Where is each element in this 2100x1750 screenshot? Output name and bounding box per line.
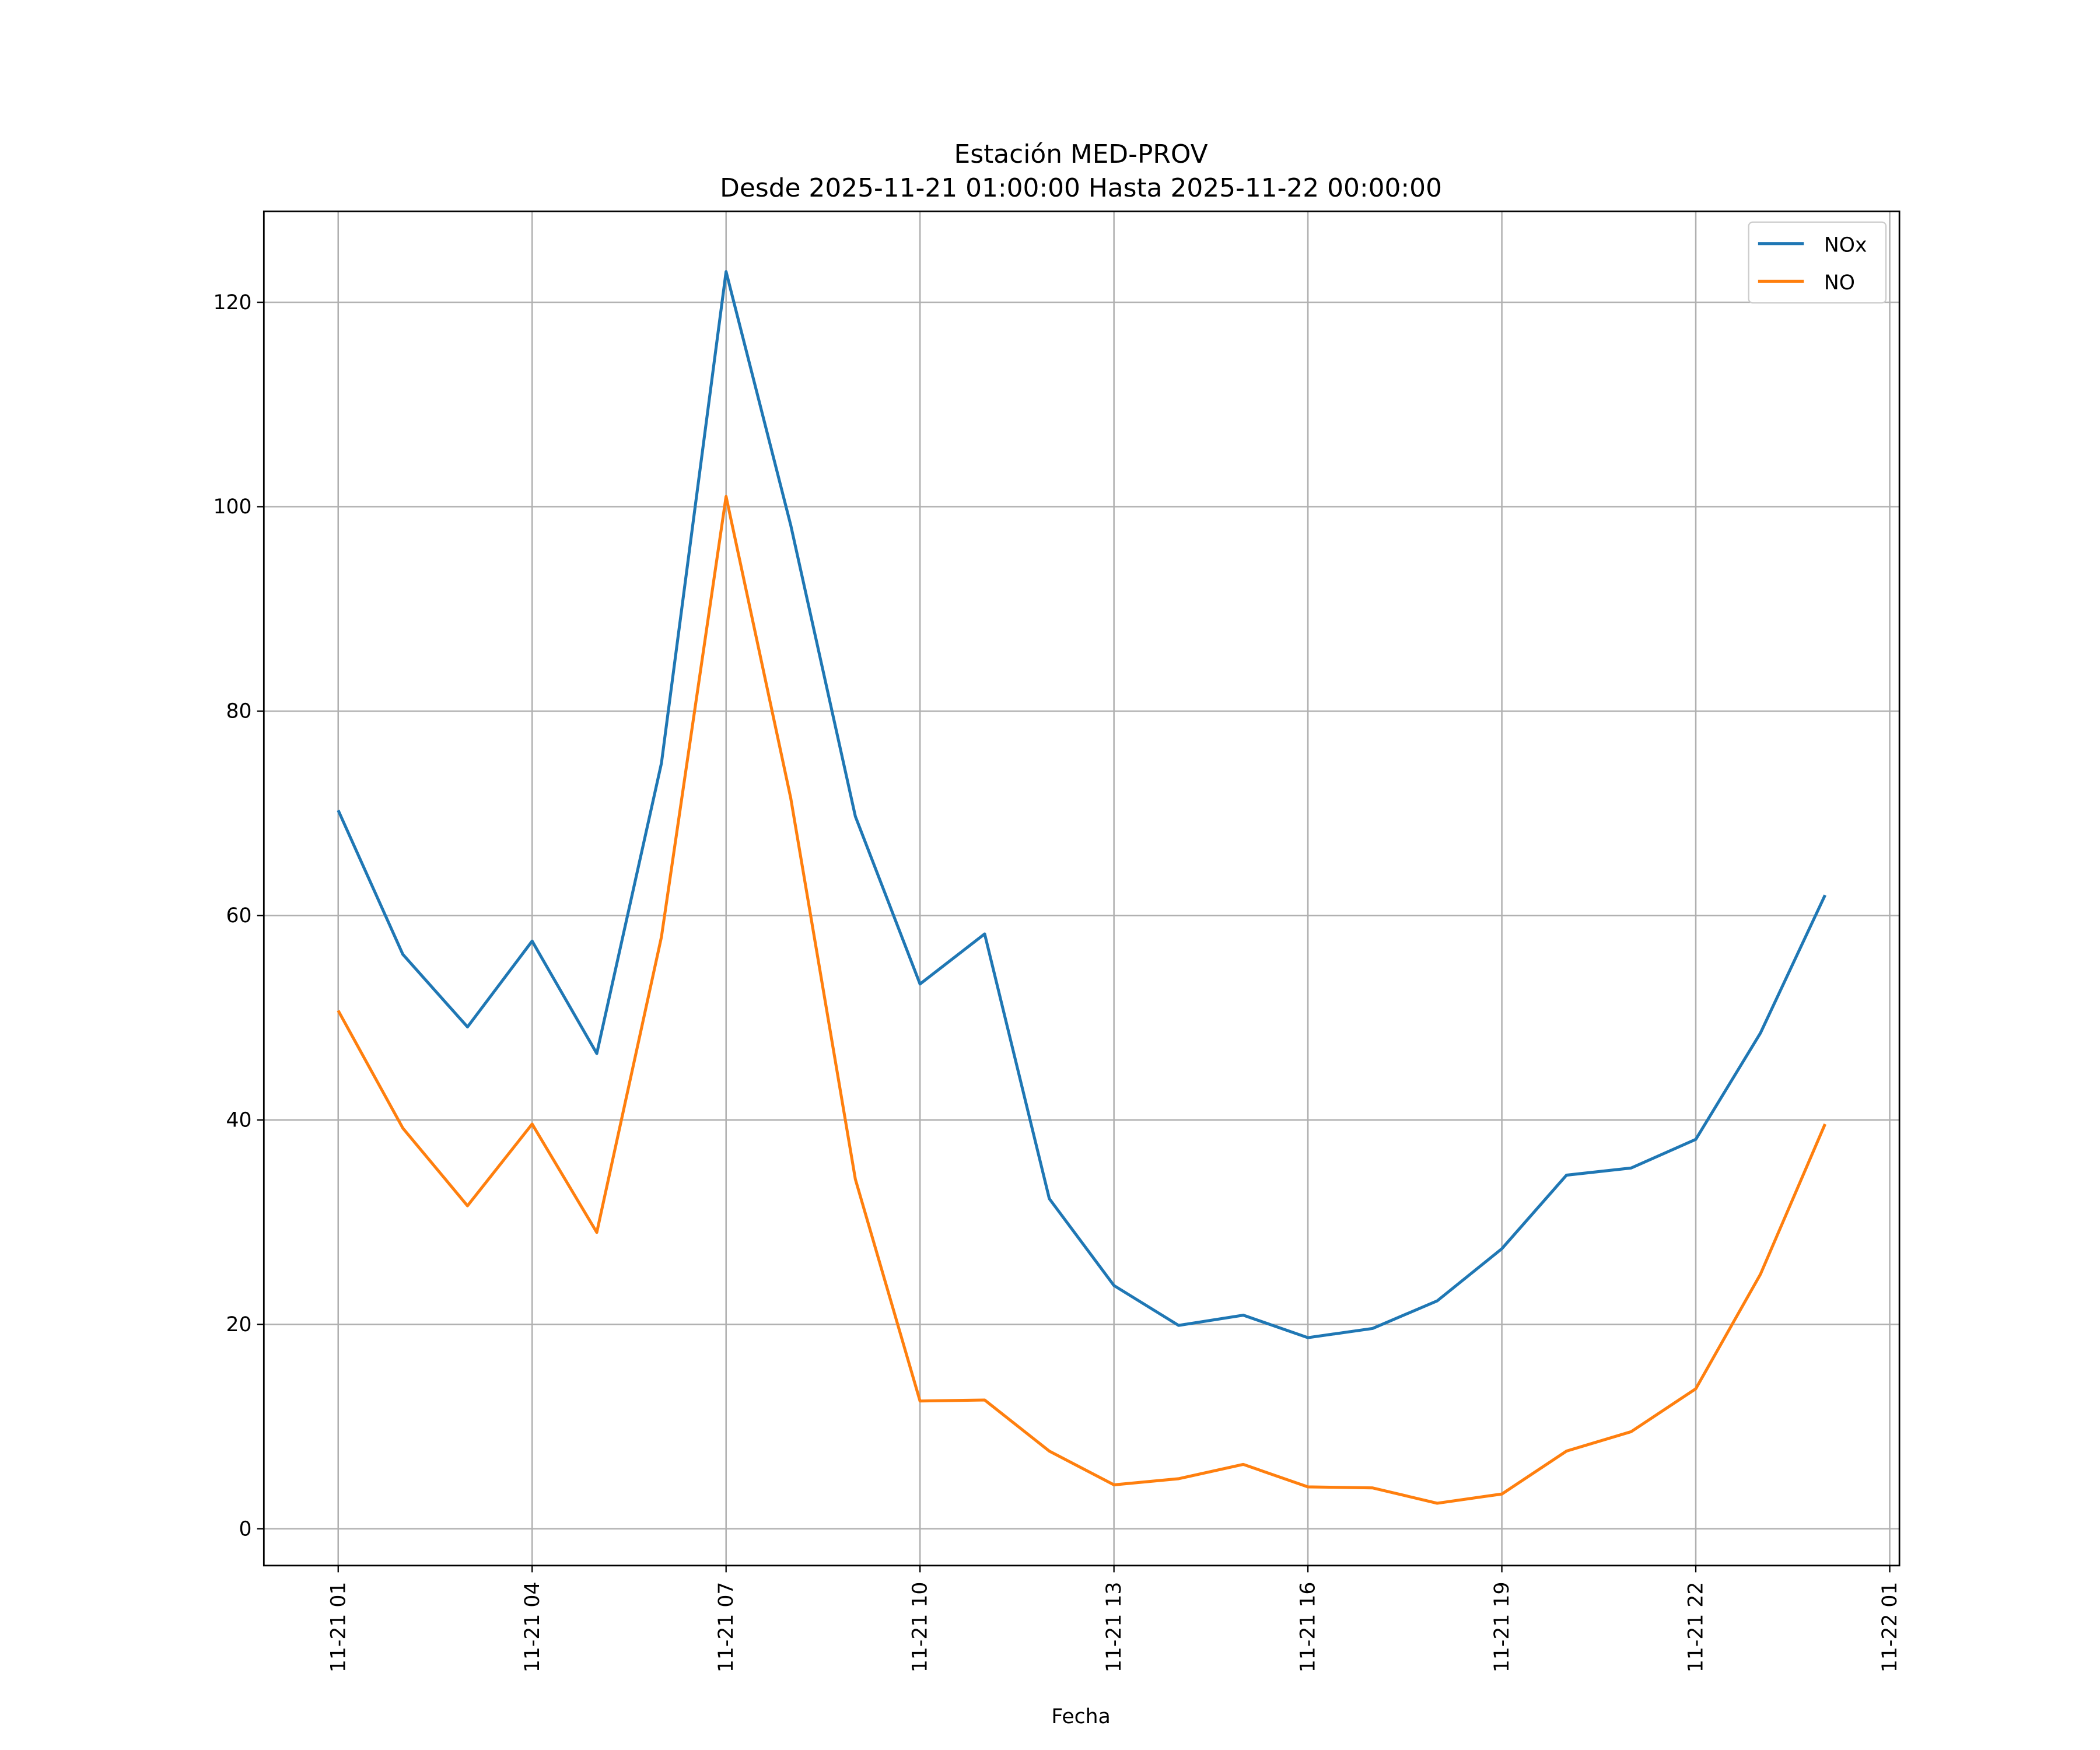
series-lines: [337, 270, 1827, 1505]
y-tick-label: 20: [226, 1313, 251, 1336]
chart-title: Estación MED-PROV: [954, 139, 1208, 169]
x-tick-label: 11-21 13: [1102, 1582, 1126, 1673]
x-axis-label: Fecha: [1051, 1705, 1110, 1728]
x-tick-label: 11-21 07: [715, 1582, 738, 1673]
x-tick-label: 11-22 01: [1878, 1582, 1902, 1673]
x-tick-label: 11-21 04: [521, 1582, 544, 1673]
x-tick-label: 11-21 19: [1490, 1582, 1514, 1673]
legend-label-no: NO: [1824, 271, 1855, 295]
x-tick-label: 11-21 22: [1685, 1582, 1708, 1673]
x-tick-label: 11-21 01: [327, 1582, 350, 1673]
series-line-no: [337, 495, 1827, 1505]
chart-subtitle: Desde 2025-11-21 01:00:00 Hasta 2025-11-…: [720, 173, 1442, 203]
series-line-nox: [337, 270, 1827, 1339]
grid: [264, 211, 1900, 1566]
y-tick-label: 80: [226, 700, 251, 723]
y-tick-label: 40: [226, 1108, 251, 1132]
y-tick-label: 60: [226, 904, 251, 928]
x-axis: 11-21 01 11-21 04 11-21 07 11-21 10 11-21 13…: [327, 1565, 1902, 1673]
y-axis: 0 20 40 60 80 100 120: [213, 291, 264, 1541]
x-tick-label: 11-21 10: [909, 1582, 932, 1673]
y-tick-label: 100: [213, 495, 251, 519]
legend-label-nox: NOx: [1824, 234, 1867, 257]
y-tick-label: 0: [239, 1517, 252, 1541]
x-tick-label: 11-21 16: [1297, 1582, 1320, 1673]
plot-area-frame: [262, 210, 1901, 1567]
legend: NOx NO: [1748, 221, 1887, 304]
y-tick-label: 120: [213, 291, 251, 314]
